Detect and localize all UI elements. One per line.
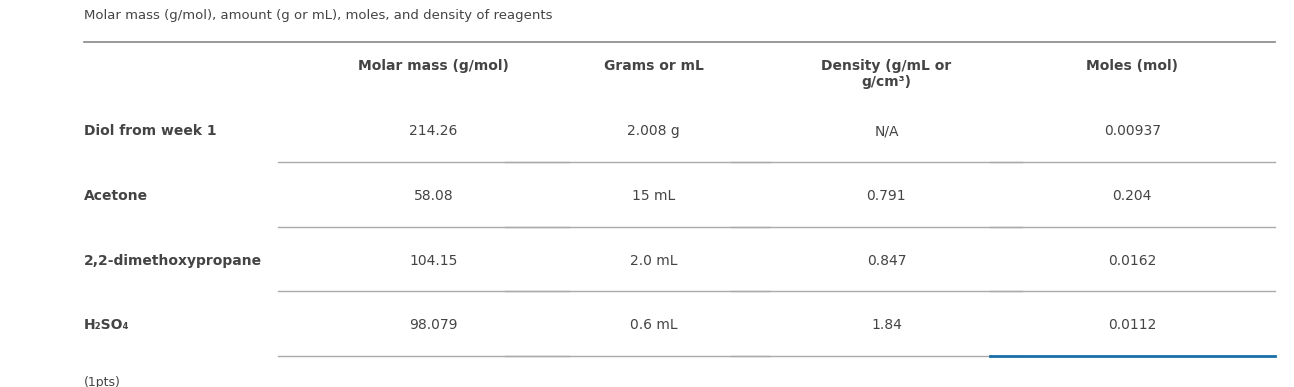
Text: Density (g/mL or
g/cm³): Density (g/mL or g/cm³) — [822, 58, 951, 89]
Text: (1pts): (1pts) — [84, 376, 120, 387]
Text: 98.079: 98.079 — [409, 319, 458, 332]
Text: 0.0162: 0.0162 — [1108, 253, 1157, 268]
Text: Moles (mol): Moles (mol) — [1086, 58, 1179, 73]
Text: 58.08: 58.08 — [414, 189, 453, 203]
Text: N/A: N/A — [875, 124, 898, 138]
Text: 0.6 mL: 0.6 mL — [630, 319, 677, 332]
Text: 0.791: 0.791 — [867, 189, 906, 203]
Text: Grams or mL: Grams or mL — [603, 58, 704, 73]
Text: Molar mass (g/mol), amount (g or mL), moles, and density of reagents: Molar mass (g/mol), amount (g or mL), mo… — [84, 9, 553, 22]
Text: 0.00937: 0.00937 — [1104, 124, 1161, 138]
Text: 15 mL: 15 mL — [631, 189, 675, 203]
Text: 0.847: 0.847 — [867, 253, 906, 268]
Text: Diol from week 1: Diol from week 1 — [84, 124, 216, 138]
Text: Molar mass (g/mol): Molar mass (g/mol) — [358, 58, 509, 73]
Text: 2,2-dimethoxypropane: 2,2-dimethoxypropane — [84, 253, 263, 268]
Text: 0.204: 0.204 — [1113, 189, 1152, 203]
Text: H₂SO₄: H₂SO₄ — [84, 319, 129, 332]
Text: 2.0 mL: 2.0 mL — [630, 253, 677, 268]
Text: Acetone: Acetone — [84, 189, 149, 203]
Text: 104.15: 104.15 — [409, 253, 458, 268]
Text: 2.008 g: 2.008 g — [628, 124, 679, 138]
Text: 0.0112: 0.0112 — [1108, 319, 1157, 332]
Text: 214.26: 214.26 — [409, 124, 458, 138]
Text: 1.84: 1.84 — [871, 319, 902, 332]
